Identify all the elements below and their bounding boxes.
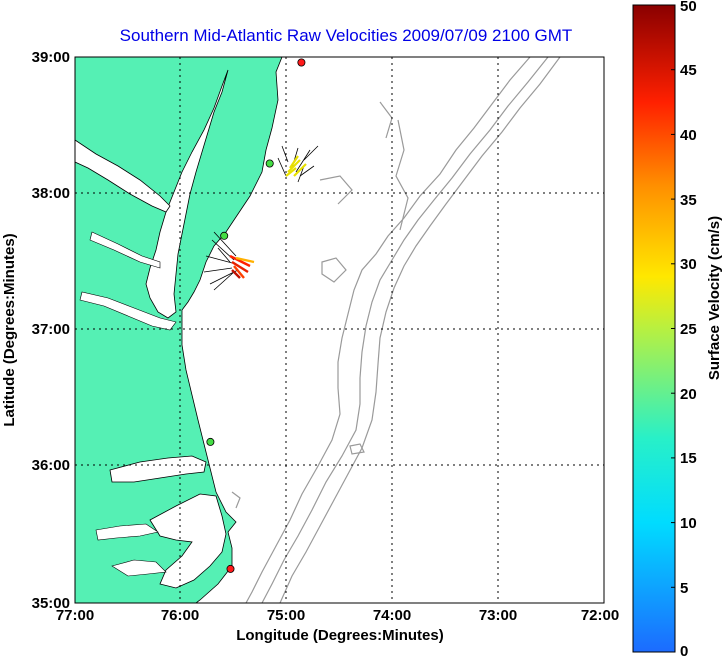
x-tick-label: 73:00 [479, 607, 517, 624]
velocity-vectors-south-fast [229, 254, 255, 279]
station-marker [220, 231, 229, 240]
colorbar-tick-label: 35 [680, 192, 697, 209]
x-tick-label: 75:00 [267, 607, 305, 624]
colorbar-tick-label: 40 [680, 127, 697, 144]
map-grid [75, 57, 604, 603]
colorbar-tick-marks [671, 4, 675, 588]
y-axis-ticks: 39:00 38:00 37:00 36:00 35:00 [32, 49, 70, 612]
x-tick-label: 72:00 [581, 607, 619, 624]
colorbar-tick-label: 5 [680, 580, 688, 597]
y-axis-label: Latitude (Degrees:Minutes) [1, 233, 18, 426]
colorbar-tick-label: 10 [680, 515, 697, 532]
river-rappahannock [89, 231, 161, 269]
map-title: Southern Mid-Atlantic Raw Velocities 200… [120, 26, 573, 45]
colorbar: 50 45 40 35 30 25 20 15 10 5 0 Surface V… [632, 0, 723, 659]
y-tick-label: 38:00 [32, 185, 70, 202]
albemarle-sound [109, 455, 207, 483]
colorbar-tick-label: 50 [680, 0, 697, 15]
colorbar-gradient [632, 4, 676, 653]
river-james [79, 291, 177, 331]
x-axis-label: Longitude (Degrees:Minutes) [236, 627, 444, 644]
station-marker [206, 437, 215, 446]
colorbar-tick-label: 30 [680, 256, 697, 273]
x-axis-ticks: 77:00 76:00 75:00 74:00 73:00 72:00 [56, 607, 619, 624]
station-marker [297, 58, 306, 67]
river-pamlico [95, 523, 159, 541]
map-frame [74, 56, 605, 604]
colorbar-tick-label: 45 [680, 62, 697, 79]
velocity-vectors-north [277, 145, 319, 183]
x-tick-label: 74:00 [373, 607, 411, 624]
colorbar-tick-label: 20 [680, 386, 697, 403]
potomac-river [75, 139, 171, 213]
colorbar-tick-label: 15 [680, 450, 697, 467]
pamlico-sound [149, 493, 227, 589]
river-neuse [111, 559, 167, 577]
map-plot-area [75, 57, 604, 603]
radar-stations [206, 58, 306, 573]
colorbar-tick-label: 0 [680, 643, 688, 659]
colorbar-tick-label: 25 [680, 321, 697, 338]
y-tick-label: 35:00 [32, 595, 70, 612]
x-tick-label: 77:00 [56, 607, 94, 624]
velocity-vectors-north-fast [285, 155, 307, 177]
x-tick-label: 76:00 [161, 607, 199, 624]
station-marker [265, 159, 274, 168]
colorbar-label: Surface Velocity (cm/s) [706, 216, 723, 380]
y-tick-label: 36:00 [32, 457, 70, 474]
chesapeake-bay [145, 69, 229, 319]
y-tick-label: 37:00 [32, 321, 70, 338]
y-tick-label: 39:00 [32, 49, 70, 66]
bathymetry-contours [231, 57, 561, 603]
station-marker [226, 564, 235, 573]
